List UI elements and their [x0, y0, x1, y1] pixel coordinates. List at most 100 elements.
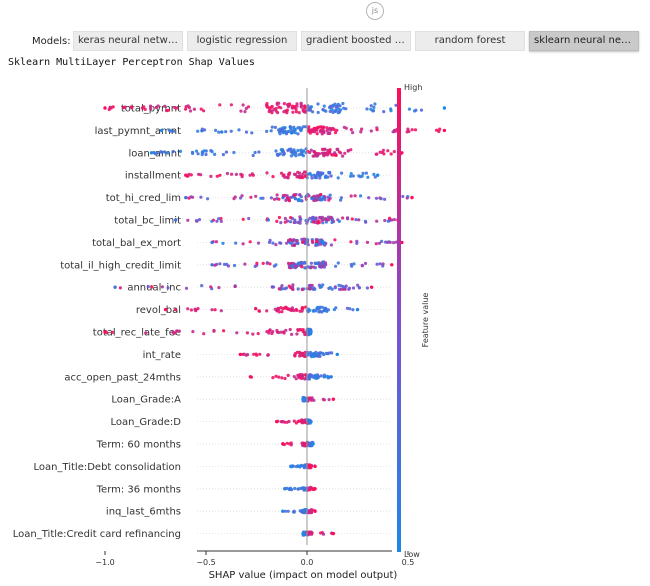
- feature-label: int_rate: [143, 350, 181, 361]
- shap-point: [299, 150, 303, 154]
- shap-point: [324, 217, 328, 222]
- shap-point: [294, 465, 298, 469]
- shap-point: [308, 106, 313, 110]
- shap-point: [257, 150, 261, 154]
- shap-point: [336, 107, 340, 111]
- shap-point: [209, 285, 213, 289]
- shap-point: [113, 285, 117, 289]
- shap-point: [293, 486, 297, 491]
- chart-title: Sklearn MultiLayer Perceptron Shap Value…: [8, 57, 255, 68]
- shap-point: [328, 193, 332, 197]
- shap-point: [287, 173, 291, 177]
- shap-point: [200, 284, 204, 288]
- shap-point: [303, 260, 307, 264]
- shap-point: [175, 329, 179, 333]
- shap-point: [310, 354, 314, 358]
- shap-point: [232, 263, 237, 268]
- shap-point: [146, 285, 150, 289]
- tab-sklearn-neural-network[interactable]: sklearn neural netw...: [529, 31, 639, 51]
- shap-point: [296, 287, 300, 291]
- shap-point: [316, 197, 321, 201]
- shap-point: [303, 486, 307, 490]
- shap-point: [107, 107, 111, 112]
- shap-point: [160, 285, 164, 289]
- shap-point: [293, 352, 297, 356]
- shap-point: [221, 241, 225, 245]
- shap-point: [140, 106, 144, 110]
- shap-point: [307, 287, 312, 291]
- shap-point: [329, 174, 333, 178]
- shap-point: [254, 194, 258, 198]
- shap-point: [163, 150, 167, 154]
- shap-point: [350, 217, 354, 221]
- shap-point: [321, 171, 325, 175]
- shap-point: [405, 130, 409, 134]
- shap-point: [406, 127, 410, 131]
- shap-point: [239, 196, 243, 200]
- shap-point: [269, 196, 273, 200]
- shap-point: [245, 331, 249, 335]
- shap-point: [321, 397, 325, 401]
- shap-point: [268, 238, 272, 242]
- shap-point: [325, 126, 329, 130]
- shap-point: [292, 243, 296, 247]
- shap-point: [316, 154, 320, 158]
- shap-point: [321, 260, 325, 264]
- shap-point: [197, 172, 201, 176]
- shap-point: [359, 194, 363, 198]
- shap-point: [311, 442, 315, 446]
- tab-random-forest[interactable]: random forest: [415, 31, 525, 51]
- shap-point: [308, 129, 312, 133]
- shap-point: [204, 149, 208, 153]
- shap-point: [296, 148, 300, 153]
- tab-logistic-regression[interactable]: logistic regression: [187, 31, 297, 51]
- shap-point: [219, 309, 223, 313]
- tab-gradient-boosted-trees[interactable]: gradient boosted tr...: [301, 31, 411, 51]
- shap-point: [241, 242, 245, 246]
- shap-point: [199, 107, 203, 111]
- shap-point: [281, 307, 285, 311]
- shap-point: [375, 219, 379, 223]
- shap-point: [369, 104, 373, 108]
- shap-point: [286, 509, 290, 513]
- shap-point: [289, 464, 293, 469]
- feature-label: total_rec_late_fee: [93, 328, 181, 339]
- shap-point: [300, 265, 304, 269]
- shap-point: [187, 172, 191, 176]
- shap-point: [322, 104, 326, 108]
- tab-keras-neural-network[interactable]: keras neural network: [73, 31, 183, 51]
- shap-point: [344, 107, 348, 111]
- shap-point: [270, 125, 274, 129]
- shap-point: [371, 109, 376, 113]
- shap-point: [356, 283, 360, 287]
- shap-point: [143, 107, 147, 111]
- shap-point: [329, 104, 333, 108]
- shap-point: [241, 103, 245, 107]
- shap-point: [312, 286, 316, 290]
- shap-point: [316, 219, 320, 223]
- shap-point: [220, 130, 224, 134]
- shap-point: [210, 219, 214, 223]
- shap-point: [281, 287, 285, 291]
- shap-point: [249, 195, 253, 199]
- shap-point: [331, 531, 335, 536]
- shap-point: [156, 104, 160, 108]
- colorbar-title: Feature value: [421, 293, 430, 348]
- shap-point: [289, 150, 293, 154]
- shap-point: [153, 151, 157, 156]
- shap-point: [341, 154, 345, 158]
- shap-point: [239, 172, 243, 176]
- feature-label: total_il_high_credit_limit: [60, 260, 181, 271]
- shap-point: [199, 195, 203, 199]
- shap-point: [194, 308, 198, 312]
- shap-point: [335, 128, 339, 132]
- shap-point: [330, 108, 334, 112]
- shap-point: [349, 148, 353, 152]
- shap-point: [290, 332, 294, 336]
- shap-point: [277, 287, 281, 291]
- shap-point: [300, 288, 304, 292]
- shap-point: [149, 151, 154, 155]
- shap-point: [373, 102, 377, 106]
- shap-point: [392, 150, 396, 154]
